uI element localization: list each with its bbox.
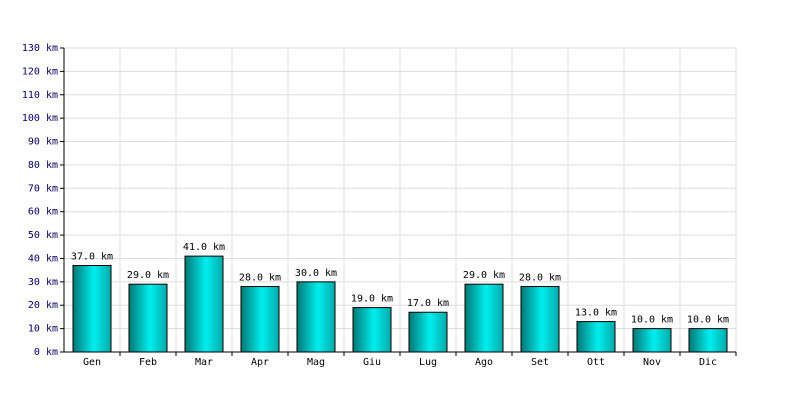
y-tick-label: 60 km <box>28 207 58 218</box>
value-label: 10.0 km <box>687 315 729 326</box>
value-label: 10.0 km <box>631 315 673 326</box>
x-tick-label: Apr <box>251 357 269 368</box>
x-tick-label: Dic <box>699 357 717 368</box>
bar <box>128 283 168 353</box>
value-label: 30.0 km <box>295 268 337 279</box>
x-tick-label: Ott <box>587 357 605 368</box>
bar <box>632 328 672 353</box>
value-label: 37.0 km <box>71 251 113 262</box>
bars <box>72 255 728 353</box>
value-label: 28.0 km <box>519 273 561 284</box>
y-tick-label: 90 km <box>28 137 58 148</box>
x-tick-label: Gen <box>83 357 101 368</box>
x-tick-label: Set <box>531 357 549 368</box>
value-label: 13.0 km <box>575 308 617 319</box>
x-tick-label: Lug <box>419 357 437 368</box>
value-label: 41.0 km <box>183 242 225 253</box>
y-tick-label: 40 km <box>28 253 58 264</box>
bar <box>464 283 504 353</box>
bar <box>408 311 448 353</box>
y-tick-label: 0 km <box>34 347 58 358</box>
x-tick-label: Mag <box>307 357 325 368</box>
bar <box>240 286 280 353</box>
x-tick-label: Giu <box>363 357 381 368</box>
labels: 0 km 10 km 20 km 30 km 40 km 50 km 60 km 70 km 8… <box>22 43 736 368</box>
value-label: 29.0 km <box>127 270 169 281</box>
bar <box>688 328 728 353</box>
bar <box>72 264 112 353</box>
value-label: 29.0 km <box>463 270 505 281</box>
bar <box>352 307 392 353</box>
y-tick-label: 110 km <box>22 90 58 101</box>
y-tick-label: 50 km <box>28 230 58 241</box>
x-tick-label: Ago <box>475 357 493 368</box>
y-tick-label: 120 km <box>22 66 58 77</box>
x-tick-label: Feb <box>139 357 157 368</box>
y-tick-label: 20 km <box>28 300 58 311</box>
bar <box>296 281 336 353</box>
y-tick-label: 30 km <box>28 277 58 288</box>
value-label: 17.0 km <box>407 298 449 309</box>
y-tick-label: 10 km <box>28 324 58 335</box>
y-tick-label: 130 km <box>22 43 58 54</box>
bar <box>184 255 224 353</box>
value-label: 19.0 km <box>351 294 393 305</box>
y-tick-label: 100 km <box>22 113 58 124</box>
bar <box>520 286 560 353</box>
x-tick-label: Mar <box>195 357 213 368</box>
x-tick-label: Nov <box>643 357 661 368</box>
y-tick-label: 80 km <box>28 160 58 171</box>
value-label: 28.0 km <box>239 273 281 284</box>
y-tick-label: 70 km <box>28 183 58 194</box>
bar <box>576 321 616 353</box>
